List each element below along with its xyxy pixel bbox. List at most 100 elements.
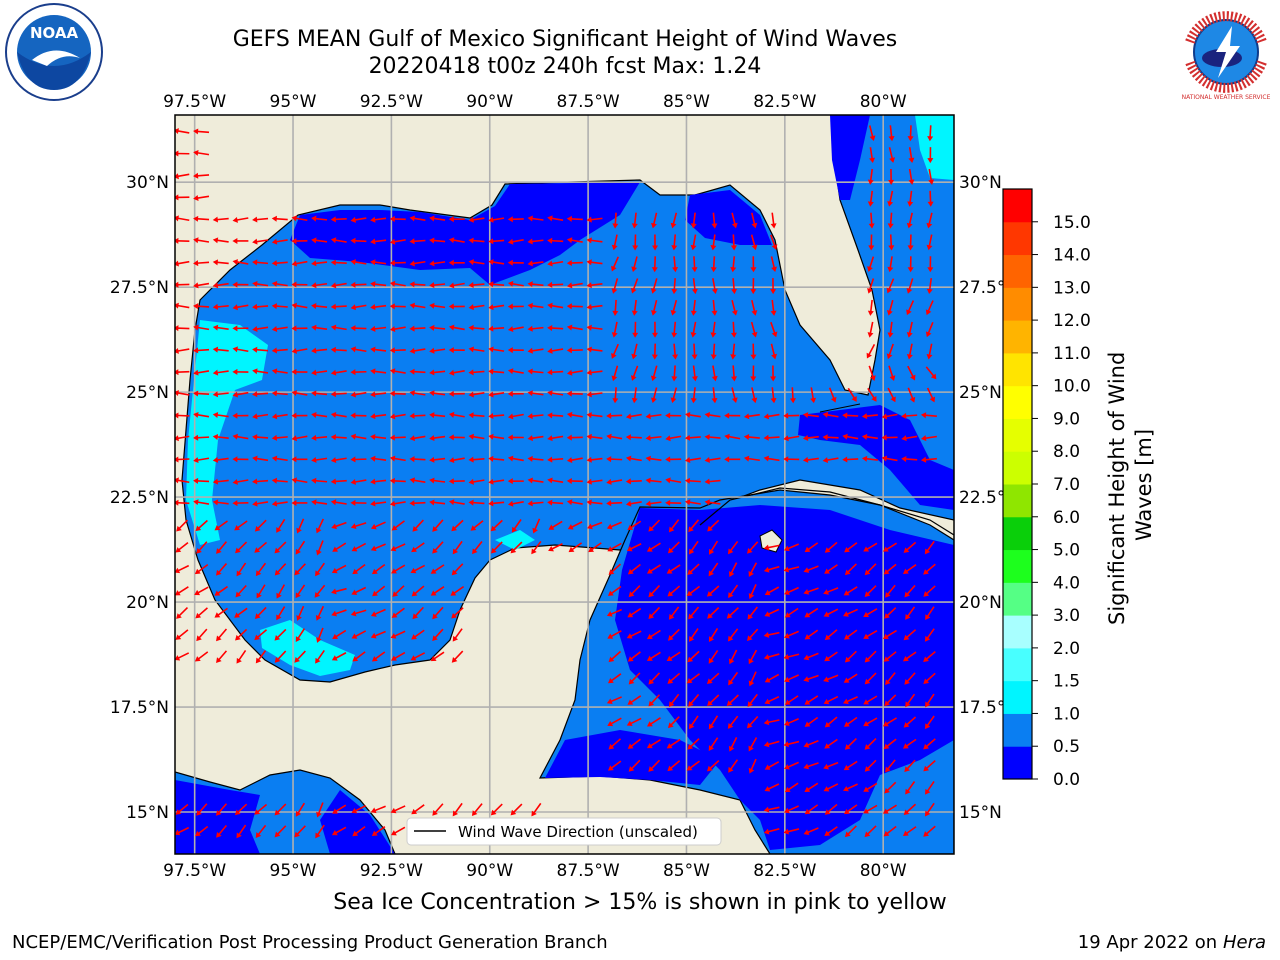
wave-direction-arrow: [905, 606, 916, 620]
wave-direction-arrow: [627, 520, 642, 531]
wave-direction-arrow: [842, 433, 859, 440]
wave-direction-arrow: [411, 542, 425, 553]
colorbar-tick-label: 8.0: [1053, 442, 1080, 462]
wave-direction-arrow: [547, 412, 564, 419]
wave-direction-arrow: [175, 499, 190, 506]
wave-direction-arrow: [214, 585, 228, 596]
wave-direction-arrow: [843, 586, 858, 596]
wave-direction-arrow: [627, 563, 641, 575]
wave-direction-arrow: [869, 147, 876, 164]
wave-direction-arrow: [252, 216, 269, 223]
wave-direction-arrow: [330, 478, 347, 485]
wave-direction-arrow: [763, 413, 780, 420]
wave-direction-arrow: [311, 412, 328, 418]
wave-direction-arrow: [254, 629, 268, 641]
wave-direction-arrow: [690, 234, 697, 251]
wave-direction-arrow: [490, 803, 503, 816]
wave-direction-arrow: [688, 694, 700, 707]
wave-direction-arrow: [783, 740, 800, 748]
wave-direction-arrow: [193, 499, 210, 506]
wave-direction-arrow: [886, 343, 894, 360]
wave-direction-arrow: [671, 365, 678, 382]
lat-tick-label: 15°N: [126, 803, 169, 823]
wave-direction-arrow: [448, 303, 465, 310]
wave-direction-arrow: [448, 499, 465, 506]
wave-direction-arrow: [868, 234, 875, 251]
colorbar-tick-label: 1.5: [1053, 672, 1080, 692]
wave-direction-arrow: [824, 564, 838, 574]
wave-direction-arrow: [863, 542, 878, 552]
wave-direction-arrow: [352, 825, 366, 837]
wave-direction-arrow: [608, 738, 622, 750]
wave-direction-arrow: [468, 456, 485, 463]
wave-direction-arrow: [547, 302, 564, 309]
wave-direction-arrow: [586, 237, 603, 244]
wave-direction-arrow: [884, 781, 897, 794]
wave-direction-arrow: [291, 238, 308, 245]
wave-direction-arrow: [488, 259, 505, 266]
wave-direction-arrow: [847, 387, 857, 402]
wave-direction-arrow: [234, 803, 248, 816]
wave-direction-arrow: [271, 215, 288, 222]
wave-direction-arrow: [770, 343, 778, 360]
wave-direction-arrow: [429, 302, 446, 309]
wave-direction-arrow: [901, 455, 918, 462]
wave-direction-arrow: [828, 387, 837, 403]
wave-direction-arrow: [928, 168, 935, 185]
wave-direction-arrow: [648, 759, 661, 772]
wave-direction-arrow: [236, 649, 247, 664]
wave-direction-arrow: [193, 215, 210, 222]
wave-direction-arrow: [843, 608, 858, 617]
wave-direction-arrow: [648, 606, 661, 620]
wave-direction-arrow: [196, 628, 208, 642]
wave-direction-arrow: [901, 412, 918, 419]
wave-direction-arrow: [330, 391, 347, 398]
colorbar-label-line2: Waves [m]: [1132, 429, 1156, 541]
wave-direction-arrow: [448, 478, 465, 485]
wave-direction-arrow: [747, 693, 758, 708]
wave-direction-arrow: [507, 455, 524, 462]
wave-direction-arrow: [628, 585, 641, 598]
wave-direction-arrow: [390, 630, 406, 639]
wave-direction-arrow: [627, 651, 641, 662]
wave-direction-arrow: [784, 695, 799, 705]
colorbar-tick-label: 6.0: [1053, 508, 1080, 528]
wave-direction-arrow: [291, 435, 308, 442]
wave-direction-arrow: [330, 237, 347, 244]
wave-direction-arrow: [689, 715, 699, 730]
wave-direction-arrow: [920, 456, 937, 463]
lon-tick-label: 80°W: [860, 92, 907, 112]
wave-direction-arrow: [802, 412, 819, 419]
wave-direction-arrow: [271, 455, 288, 462]
wave-direction-arrow: [451, 607, 464, 619]
wave-direction-arrow: [389, 477, 406, 484]
wave-direction-arrow: [452, 802, 463, 817]
wave-direction-arrow: [468, 259, 485, 266]
wave-direction-arrow: [311, 390, 328, 397]
wave-direction-arrow: [411, 629, 425, 640]
wave-direction-arrow: [646, 564, 661, 574]
wave-direction-arrow: [193, 282, 210, 289]
wave-direction-arrow: [867, 190, 874, 207]
wave-direction-arrow: [711, 278, 718, 294]
wave-direction-arrow: [350, 478, 367, 485]
wave-direction-arrow: [884, 607, 897, 619]
colorbar: 0.0 0.5 1.0 1.5 2.0 3.0 4.0 5.0 6.0 7.0 8.0 9.0 10.0…: [1002, 188, 1091, 790]
wave-direction-arrow: [331, 826, 347, 836]
wave-direction-arrow: [905, 693, 916, 708]
wave-direction-arrow: [291, 281, 308, 288]
wave-direction-arrow: [527, 347, 544, 354]
wave-direction-arrow: [867, 299, 874, 316]
wave-direction-arrow: [371, 651, 386, 662]
wave-direction-arrow: [665, 499, 682, 506]
wave-direction-arrow: [711, 365, 718, 382]
wave-direction-arrow: [868, 212, 875, 229]
wave-direction-arrow: [311, 324, 328, 331]
wave-direction-arrow: [607, 542, 622, 552]
wave-direction-arrow: [586, 412, 603, 419]
wave-direction-arrow: [350, 325, 367, 332]
wave-direction-arrow: [330, 434, 347, 441]
wave-direction-arrow: [547, 456, 564, 463]
florida-keys: [819, 403, 861, 413]
wave-direction-arrow: [864, 585, 877, 598]
